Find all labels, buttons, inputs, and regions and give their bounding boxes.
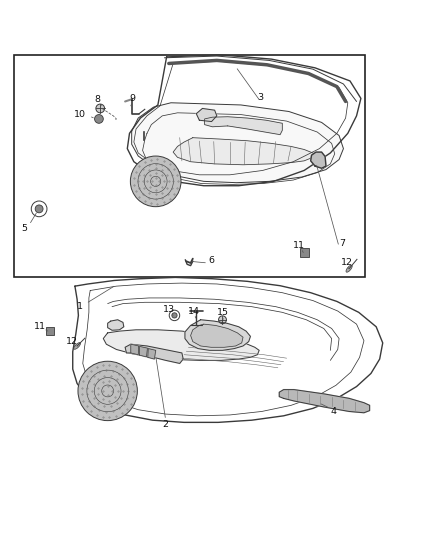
Polygon shape bbox=[185, 320, 251, 350]
Text: 6: 6 bbox=[208, 256, 214, 265]
Circle shape bbox=[219, 316, 226, 324]
Text: 7: 7 bbox=[339, 239, 345, 248]
Circle shape bbox=[131, 156, 181, 207]
Bar bbox=[46, 327, 53, 335]
Text: 3: 3 bbox=[258, 93, 264, 102]
Ellipse shape bbox=[346, 265, 352, 272]
Text: 4: 4 bbox=[330, 407, 336, 416]
Text: 9: 9 bbox=[130, 94, 135, 103]
Text: 13: 13 bbox=[163, 305, 175, 314]
Circle shape bbox=[78, 361, 138, 421]
Text: 5: 5 bbox=[22, 223, 28, 232]
Bar bbox=[300, 248, 308, 257]
Polygon shape bbox=[148, 349, 155, 359]
Text: 10: 10 bbox=[74, 110, 86, 119]
Polygon shape bbox=[108, 320, 124, 330]
Polygon shape bbox=[125, 344, 183, 364]
Text: 11: 11 bbox=[293, 241, 304, 250]
Bar bbox=[14, 55, 365, 277]
Text: 14: 14 bbox=[187, 306, 200, 316]
Polygon shape bbox=[311, 152, 326, 168]
Polygon shape bbox=[205, 117, 283, 135]
Text: 1: 1 bbox=[77, 302, 83, 311]
Text: 12: 12 bbox=[65, 337, 78, 346]
Text: 12: 12 bbox=[340, 257, 353, 266]
Ellipse shape bbox=[74, 343, 81, 349]
Circle shape bbox=[95, 115, 103, 123]
Polygon shape bbox=[131, 344, 139, 354]
Circle shape bbox=[35, 205, 43, 213]
Text: 8: 8 bbox=[95, 95, 101, 104]
Polygon shape bbox=[140, 346, 148, 357]
Polygon shape bbox=[103, 330, 259, 360]
Polygon shape bbox=[132, 103, 343, 183]
Text: 11: 11 bbox=[34, 322, 46, 331]
Polygon shape bbox=[279, 390, 370, 413]
Circle shape bbox=[96, 104, 105, 113]
Circle shape bbox=[172, 313, 177, 318]
Polygon shape bbox=[196, 108, 217, 122]
Text: 15: 15 bbox=[216, 308, 229, 317]
Text: 2: 2 bbox=[163, 420, 169, 429]
Polygon shape bbox=[191, 324, 243, 348]
Polygon shape bbox=[173, 138, 315, 165]
